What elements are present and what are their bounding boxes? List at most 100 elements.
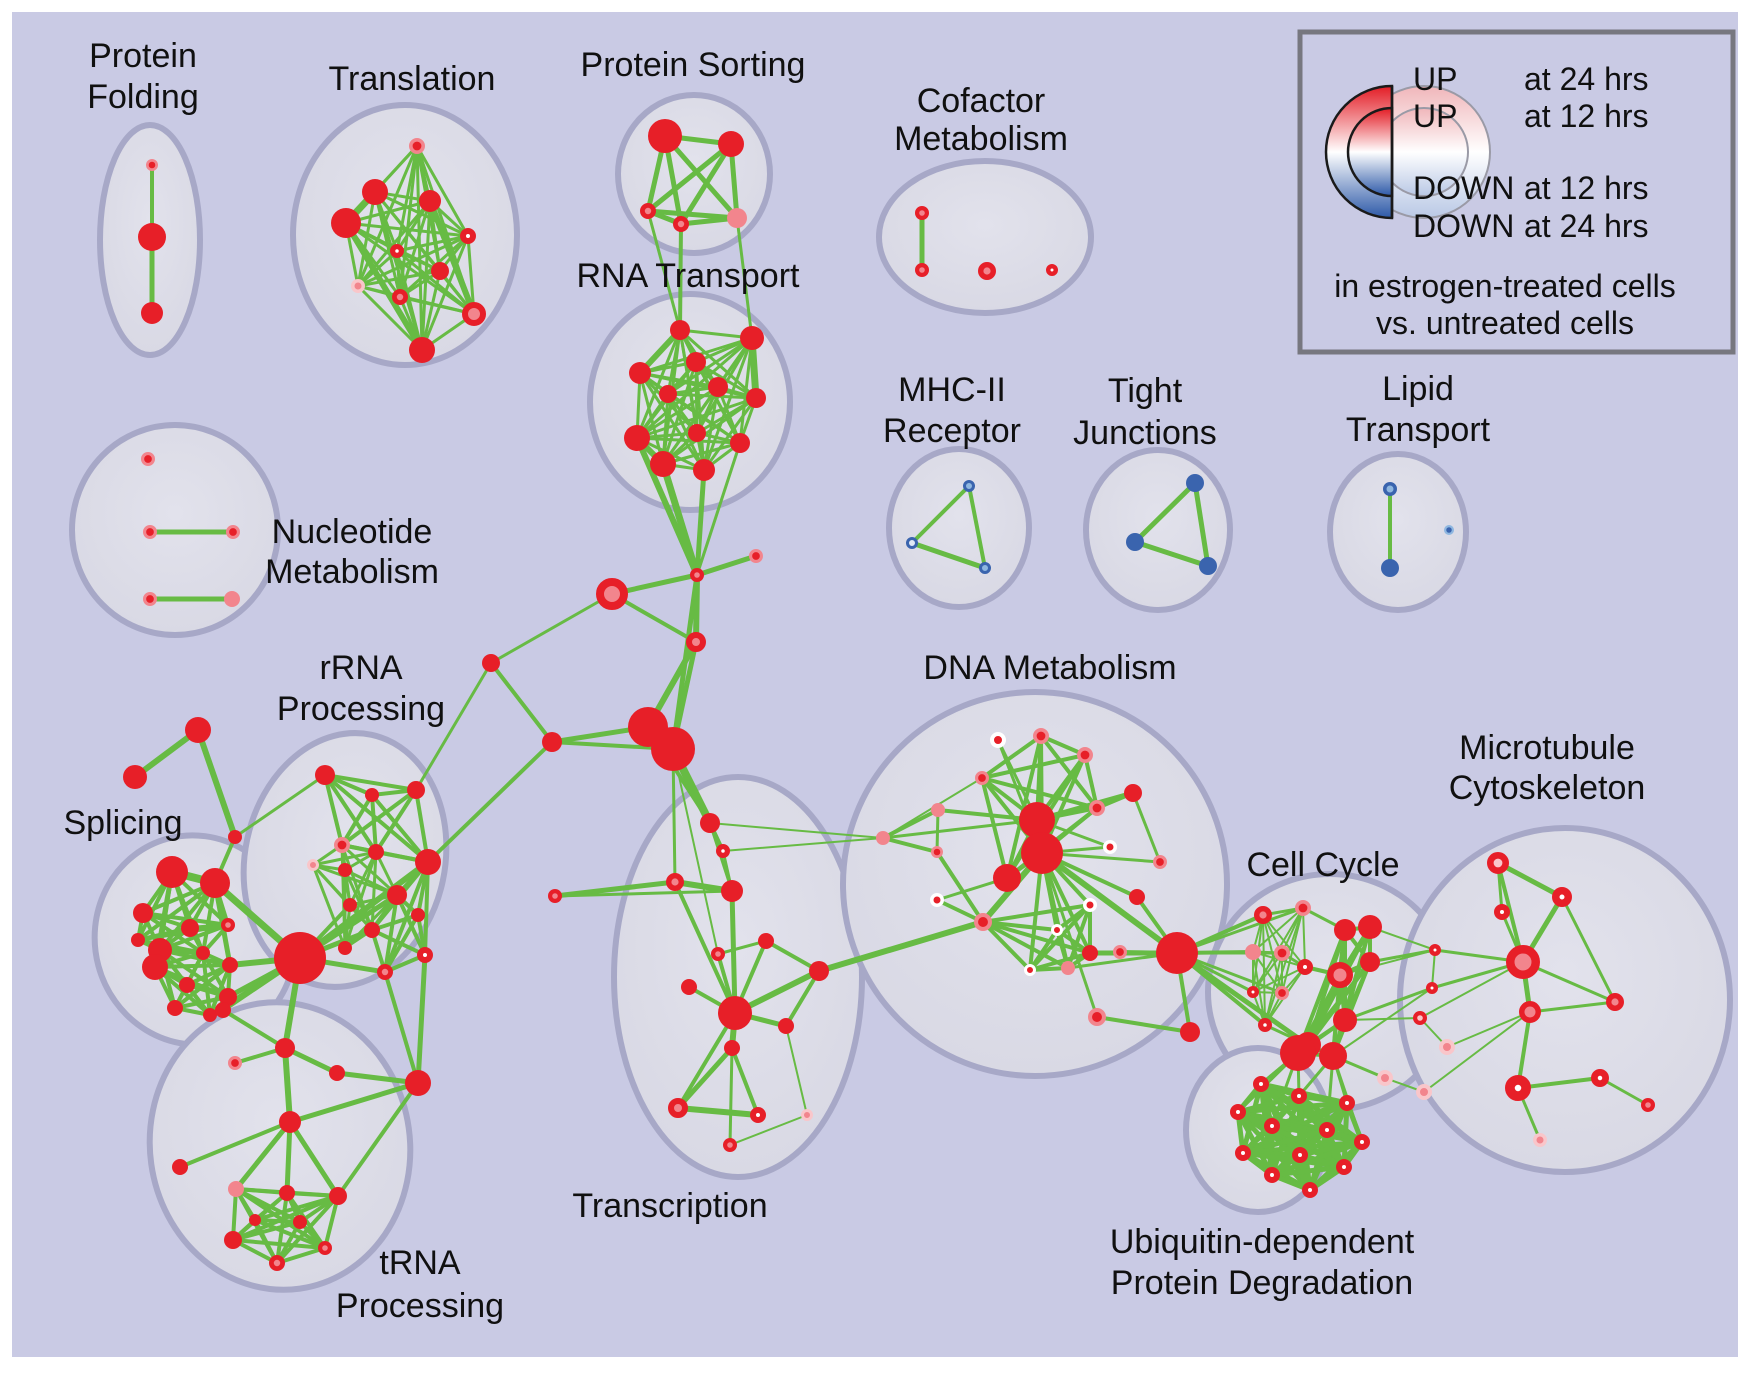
network-edge (1431, 949, 1436, 989)
network-node-mt3 (1494, 904, 1510, 920)
network-node-mt8 (1605, 993, 1624, 1012)
network-node-hubL (274, 932, 326, 984)
network-edge (1560, 895, 1617, 1004)
network-node-u8 (1235, 1145, 1251, 1161)
network-node-u5 (1264, 1118, 1280, 1134)
network-node-cc6 (542, 732, 562, 752)
network-node-rr11 (411, 908, 425, 922)
network-node-r7 (746, 388, 766, 408)
network-edge (678, 328, 754, 340)
network-node-cm2 (914, 263, 929, 278)
network-edge (676, 1011, 737, 1110)
network-node-tc15 (722, 1137, 737, 1152)
network-edge (635, 336, 754, 440)
network-node-d11 (1103, 840, 1117, 854)
network-edge (980, 753, 1087, 780)
network-edge (671, 747, 677, 884)
network-node-d3 (1077, 746, 1094, 763)
network-edge (1240, 1127, 1330, 1156)
network-edge (1262, 914, 1266, 1026)
network-edge (334, 1070, 421, 1086)
network-edge (1598, 1076, 1650, 1107)
network-node-c4 (1358, 915, 1382, 939)
network-node-n3 (225, 525, 240, 540)
network-edge (344, 221, 470, 238)
network-edge (675, 1105, 761, 1118)
network-node-u7 (1354, 1134, 1370, 1150)
network-edge (816, 919, 986, 974)
network-edge (1039, 850, 1180, 956)
cluster-label-tight-junctions: Tight (1108, 372, 1183, 410)
network-edge (1132, 539, 1211, 569)
network-node-pf3 (141, 302, 163, 324)
network-edge (1175, 906, 1305, 955)
network-node-sp4 (181, 919, 199, 937)
network-edge (662, 133, 740, 221)
network-node-pf2 (138, 223, 166, 251)
network-node-tc8 (681, 979, 697, 995)
network-node-cm3 (978, 262, 997, 281)
network-node-tc2 (716, 844, 730, 858)
network-edge (881, 836, 939, 854)
cluster-label-lipid-transport: Transport (1346, 411, 1491, 449)
network-node-rr2 (365, 788, 379, 802)
network-node-mt11 (1505, 1075, 1531, 1101)
network-node-r11 (650, 451, 676, 477)
network-node-sp5 (221, 917, 236, 932)
network-node-tn2 (227, 1055, 242, 1070)
network-edge (1040, 851, 1099, 1019)
network-edge (645, 208, 740, 221)
network-node-cc2 (689, 567, 704, 582)
network-edge (980, 776, 1009, 880)
cluster-label-trna-processing: Processing (336, 1287, 504, 1325)
network-node-t3 (419, 190, 441, 212)
network-node-u1 (1253, 1076, 1269, 1092)
network-edge (233, 773, 327, 839)
cluster-label-rna-transport: RNA Transport (577, 257, 801, 295)
network-edge (1083, 753, 1099, 810)
network-edge (323, 773, 344, 847)
network-node-c1 (1253, 906, 1272, 925)
network-edge (1495, 860, 1565, 900)
network-node-c3 (1334, 919, 1356, 941)
network-node-tc14 (801, 1109, 813, 1121)
network-edge (221, 1008, 287, 1050)
network-node-c17 (1377, 1070, 1393, 1086)
legend-half-inner-saturated (1346, 106, 1394, 198)
network-node-c2 (1295, 899, 1312, 916)
network-node-t7 (431, 262, 449, 280)
network-node-pf1 (146, 159, 159, 172)
network-node-tc3 (666, 873, 685, 892)
cluster-label-rrna-processing: Processing (277, 690, 445, 728)
network-node-rr14 (376, 964, 393, 981)
network-node-sp2 (200, 868, 230, 898)
legend-time-0: at 24 hrs (1524, 61, 1649, 97)
cluster-label-microtubule: Cytoskeleton (1449, 769, 1646, 807)
legend-time-3: at 24 hrs (1524, 208, 1649, 244)
network-edge (881, 818, 1039, 840)
network-node-ps4 (673, 215, 690, 232)
network-node-t5 (460, 228, 476, 244)
network-node-u12 (1302, 1182, 1318, 1198)
network-node-t8 (351, 279, 365, 293)
network-edge (981, 920, 1059, 932)
network-node-d17 (1051, 924, 1063, 936)
network-node-d4 (1124, 784, 1142, 802)
network-node-r4 (686, 352, 706, 372)
network-node-t11 (409, 337, 435, 363)
cluster-ellipse-tight-junctions (1083, 447, 1233, 613)
network-edge (635, 328, 682, 440)
network-node-rr5 (307, 859, 319, 871)
network-edge (489, 592, 614, 665)
network-edge (635, 396, 758, 440)
network-node-r9 (688, 424, 706, 442)
network-node-m1 (963, 480, 975, 492)
network-node-tc12 (668, 1098, 688, 1118)
cluster-label-cofactor-metabolism: Cofactor (917, 82, 1046, 120)
legend-footer-text: vs. untreated cells (1376, 305, 1634, 341)
network-edge (420, 269, 442, 352)
network-edge (287, 1080, 421, 1125)
network-edge (398, 295, 476, 316)
network-edge (356, 269, 442, 288)
network-edge (695, 441, 742, 577)
